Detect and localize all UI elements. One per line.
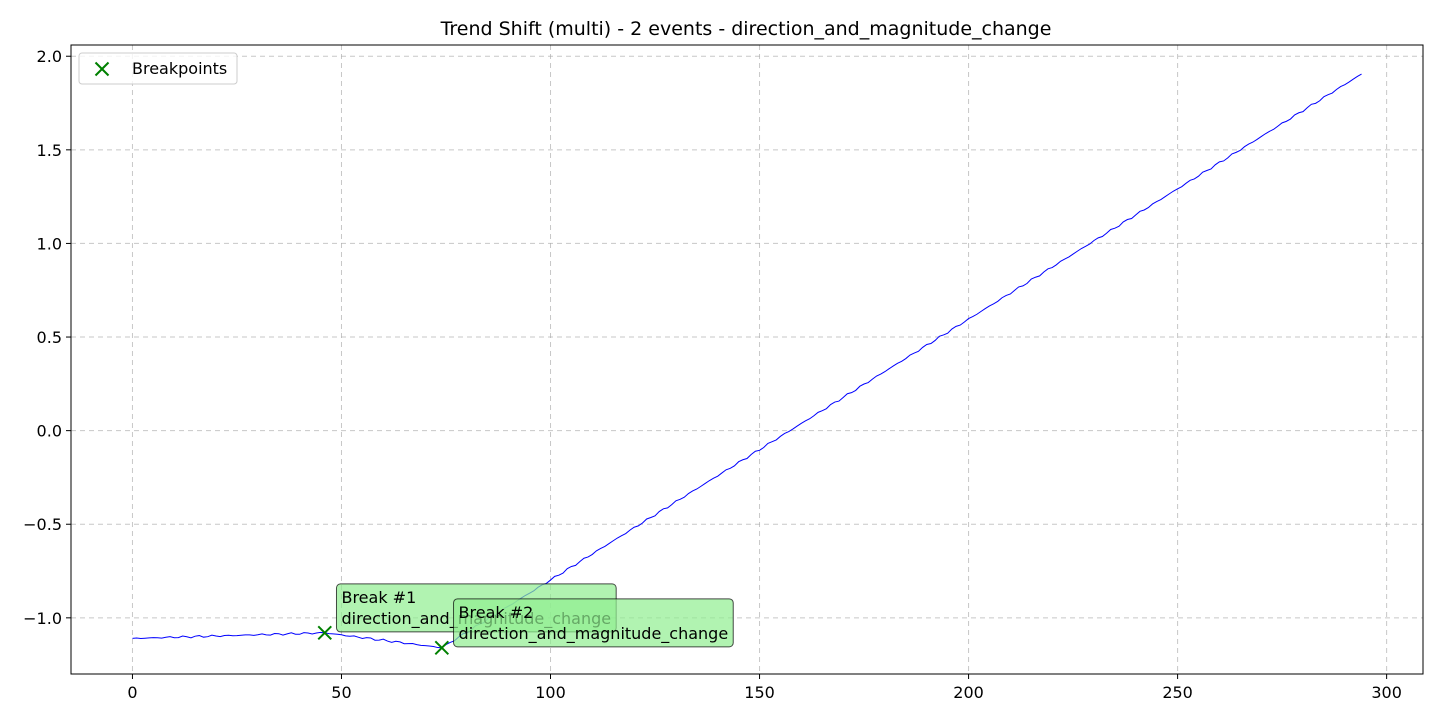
x-tick-label: 0 — [127, 683, 137, 702]
y-axis-ticks: −1.0 −0.5 0.0 0.5 1.0 1.5 2.0 — [23, 47, 71, 628]
x-tick-label: 100 — [535, 683, 566, 702]
annotations: Break #1direction_and_magnitude_changeBr… — [335, 583, 734, 648]
x-axis-ticks: 0 50 100 150 200 250 300 — [127, 674, 1402, 702]
annotation-box — [453, 598, 734, 648]
series-lines — [132, 73, 1362, 649]
y-tick-label: 0.5 — [37, 328, 62, 347]
breakpoint-marker-stroke — [317, 625, 332, 641]
annotation-break-2: Break #2 direction_and_magnitude_change — [453, 598, 734, 648]
y-tick-label: 1.5 — [37, 141, 62, 160]
x-tick-label: 150 — [744, 683, 775, 702]
y-tick-label: −0.5 — [23, 515, 62, 534]
breakpoint-markers — [317, 625, 450, 655]
legend-marker-x — [94, 61, 110, 77]
series-line — [132, 73, 1362, 649]
x-tick-label: 200 — [953, 683, 984, 702]
legend-box — [78, 52, 238, 85]
annotation-title: Break #1 — [341, 588, 416, 607]
y-tick-label: 2.0 — [37, 47, 62, 66]
legend-marker-x-stroke — [94, 61, 110, 77]
legend-label-breakpoints: Breakpoints — [132, 59, 227, 78]
plot-frame — [70, 44, 1424, 675]
chart-title: Trend Shift (multi) - 2 events - directi… — [440, 18, 1052, 40]
y-tick-label: −1.0 — [23, 609, 62, 628]
x-tick-label: 300 — [1371, 683, 1402, 702]
x-tick-label: 250 — [1162, 683, 1193, 702]
y-tick-label: 0.0 — [37, 422, 62, 441]
grid — [71, 45, 1423, 674]
y-tick-label: 1.0 — [37, 234, 62, 253]
annotation-label: direction_and_magnitude_change — [459, 624, 729, 644]
annotation-title: Break #2 — [459, 603, 534, 622]
breakpoint-marker-stroke — [434, 640, 450, 655]
breakpoint-marker — [434, 640, 450, 655]
legend-breakpoint-marker — [94, 61, 110, 77]
breakpoint-marker — [317, 625, 332, 641]
legend: Breakpoints — [78, 52, 238, 85]
x-tick-label: 50 — [331, 683, 351, 702]
